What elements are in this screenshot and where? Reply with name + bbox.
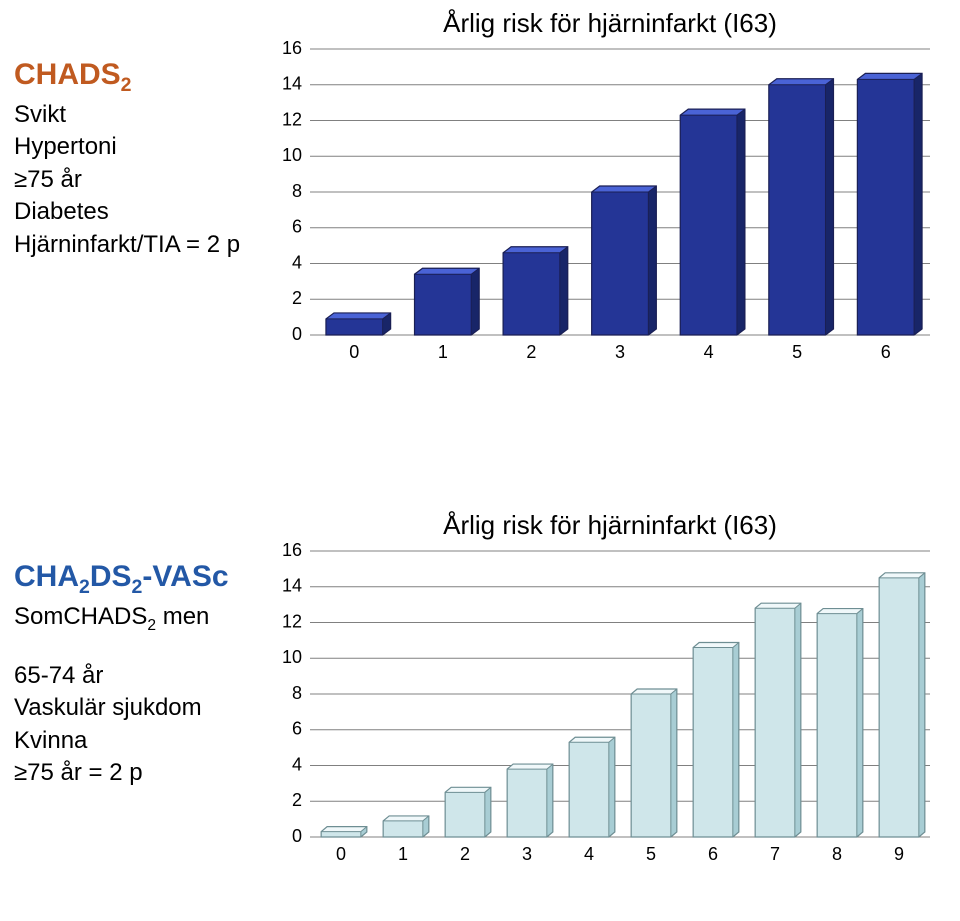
side-line: 65-74 år (14, 660, 270, 692)
svg-text:1: 1 (438, 342, 448, 362)
chart-cha2ds2vasc: Årlig risk för hjärninfarkt (I63) 0 2 4 6 8 1… (270, 510, 950, 879)
svg-text:2: 2 (526, 342, 536, 362)
svg-text:2: 2 (292, 790, 302, 810)
svg-text:4: 4 (292, 754, 302, 774)
chart-chads2: Årlig risk för hjärninfarkt (I63) 0 2 4 6 8 1… (270, 8, 950, 377)
side-line: Diabetes (14, 196, 270, 228)
svg-text:6: 6 (292, 217, 302, 237)
chart-title: Årlig risk för hjärninfarkt (I63) (270, 8, 950, 39)
svg-text:0: 0 (336, 844, 346, 864)
svg-text:4: 4 (704, 342, 714, 362)
svg-text:16: 16 (282, 39, 302, 58)
svg-text:5: 5 (792, 342, 802, 362)
svg-text:7: 7 (770, 844, 780, 864)
svg-text:2: 2 (292, 288, 302, 308)
svg-text:8: 8 (292, 683, 302, 703)
svg-text:6: 6 (292, 719, 302, 739)
svg-text:14: 14 (282, 74, 302, 94)
bar-chart-svg: 02468101214160123456 (270, 39, 950, 377)
bar-chart-svg: 02468101214160123456789 (270, 541, 950, 879)
svg-text:14: 14 (282, 576, 302, 596)
svg-text:10: 10 (282, 647, 302, 667)
svg-text:8: 8 (832, 844, 842, 864)
svg-text:3: 3 (615, 342, 625, 362)
svg-text:0: 0 (292, 324, 302, 344)
svg-text:12: 12 (282, 109, 302, 129)
side-text-cha2ds2vasc: CHA2DS2-VASc SomCHADS2 men 65-74 år Vask… (10, 510, 270, 879)
panel-cha2ds2vasc: CHA2DS2-VASc SomCHADS2 men 65-74 år Vask… (10, 510, 950, 879)
svg-text:12: 12 (282, 611, 302, 631)
svg-text:10: 10 (282, 145, 302, 165)
svg-text:16: 16 (282, 541, 302, 560)
panel-chads2: CHADS2 Svikt Hypertoni ≥75 år Diabetes H… (10, 8, 950, 377)
svg-text:9: 9 (894, 844, 904, 864)
svg-text:0: 0 (349, 342, 359, 362)
side-line: SomCHADS2 men (14, 601, 270, 636)
svg-text:2: 2 (460, 844, 470, 864)
side-line: ≥75 år = 2 p (14, 757, 270, 789)
svg-text:3: 3 (522, 844, 532, 864)
side-text-chads2: CHADS2 Svikt Hypertoni ≥75 år Diabetes H… (10, 8, 270, 377)
side-line: Vaskulär sjukdom (14, 692, 270, 724)
heading-chads2: CHADS2 (14, 58, 270, 97)
svg-text:8: 8 (292, 181, 302, 201)
side-line: Hjärninfarkt/TIA = 2 p (14, 229, 270, 261)
svg-text:1: 1 (398, 844, 408, 864)
svg-text:6: 6 (708, 844, 718, 864)
svg-text:0: 0 (292, 826, 302, 846)
side-line: Hypertoni (14, 131, 270, 163)
spacer (14, 636, 270, 660)
chart-title: Årlig risk för hjärninfarkt (I63) (270, 510, 950, 541)
svg-text:6: 6 (881, 342, 891, 362)
svg-text:4: 4 (292, 252, 302, 272)
svg-text:4: 4 (584, 844, 594, 864)
heading-cha2ds2vasc: CHA2DS2-VASc (14, 560, 270, 599)
side-line: Kvinna (14, 725, 270, 757)
side-line: Svikt (14, 99, 270, 131)
svg-text:5: 5 (646, 844, 656, 864)
side-line: ≥75 år (14, 164, 270, 196)
